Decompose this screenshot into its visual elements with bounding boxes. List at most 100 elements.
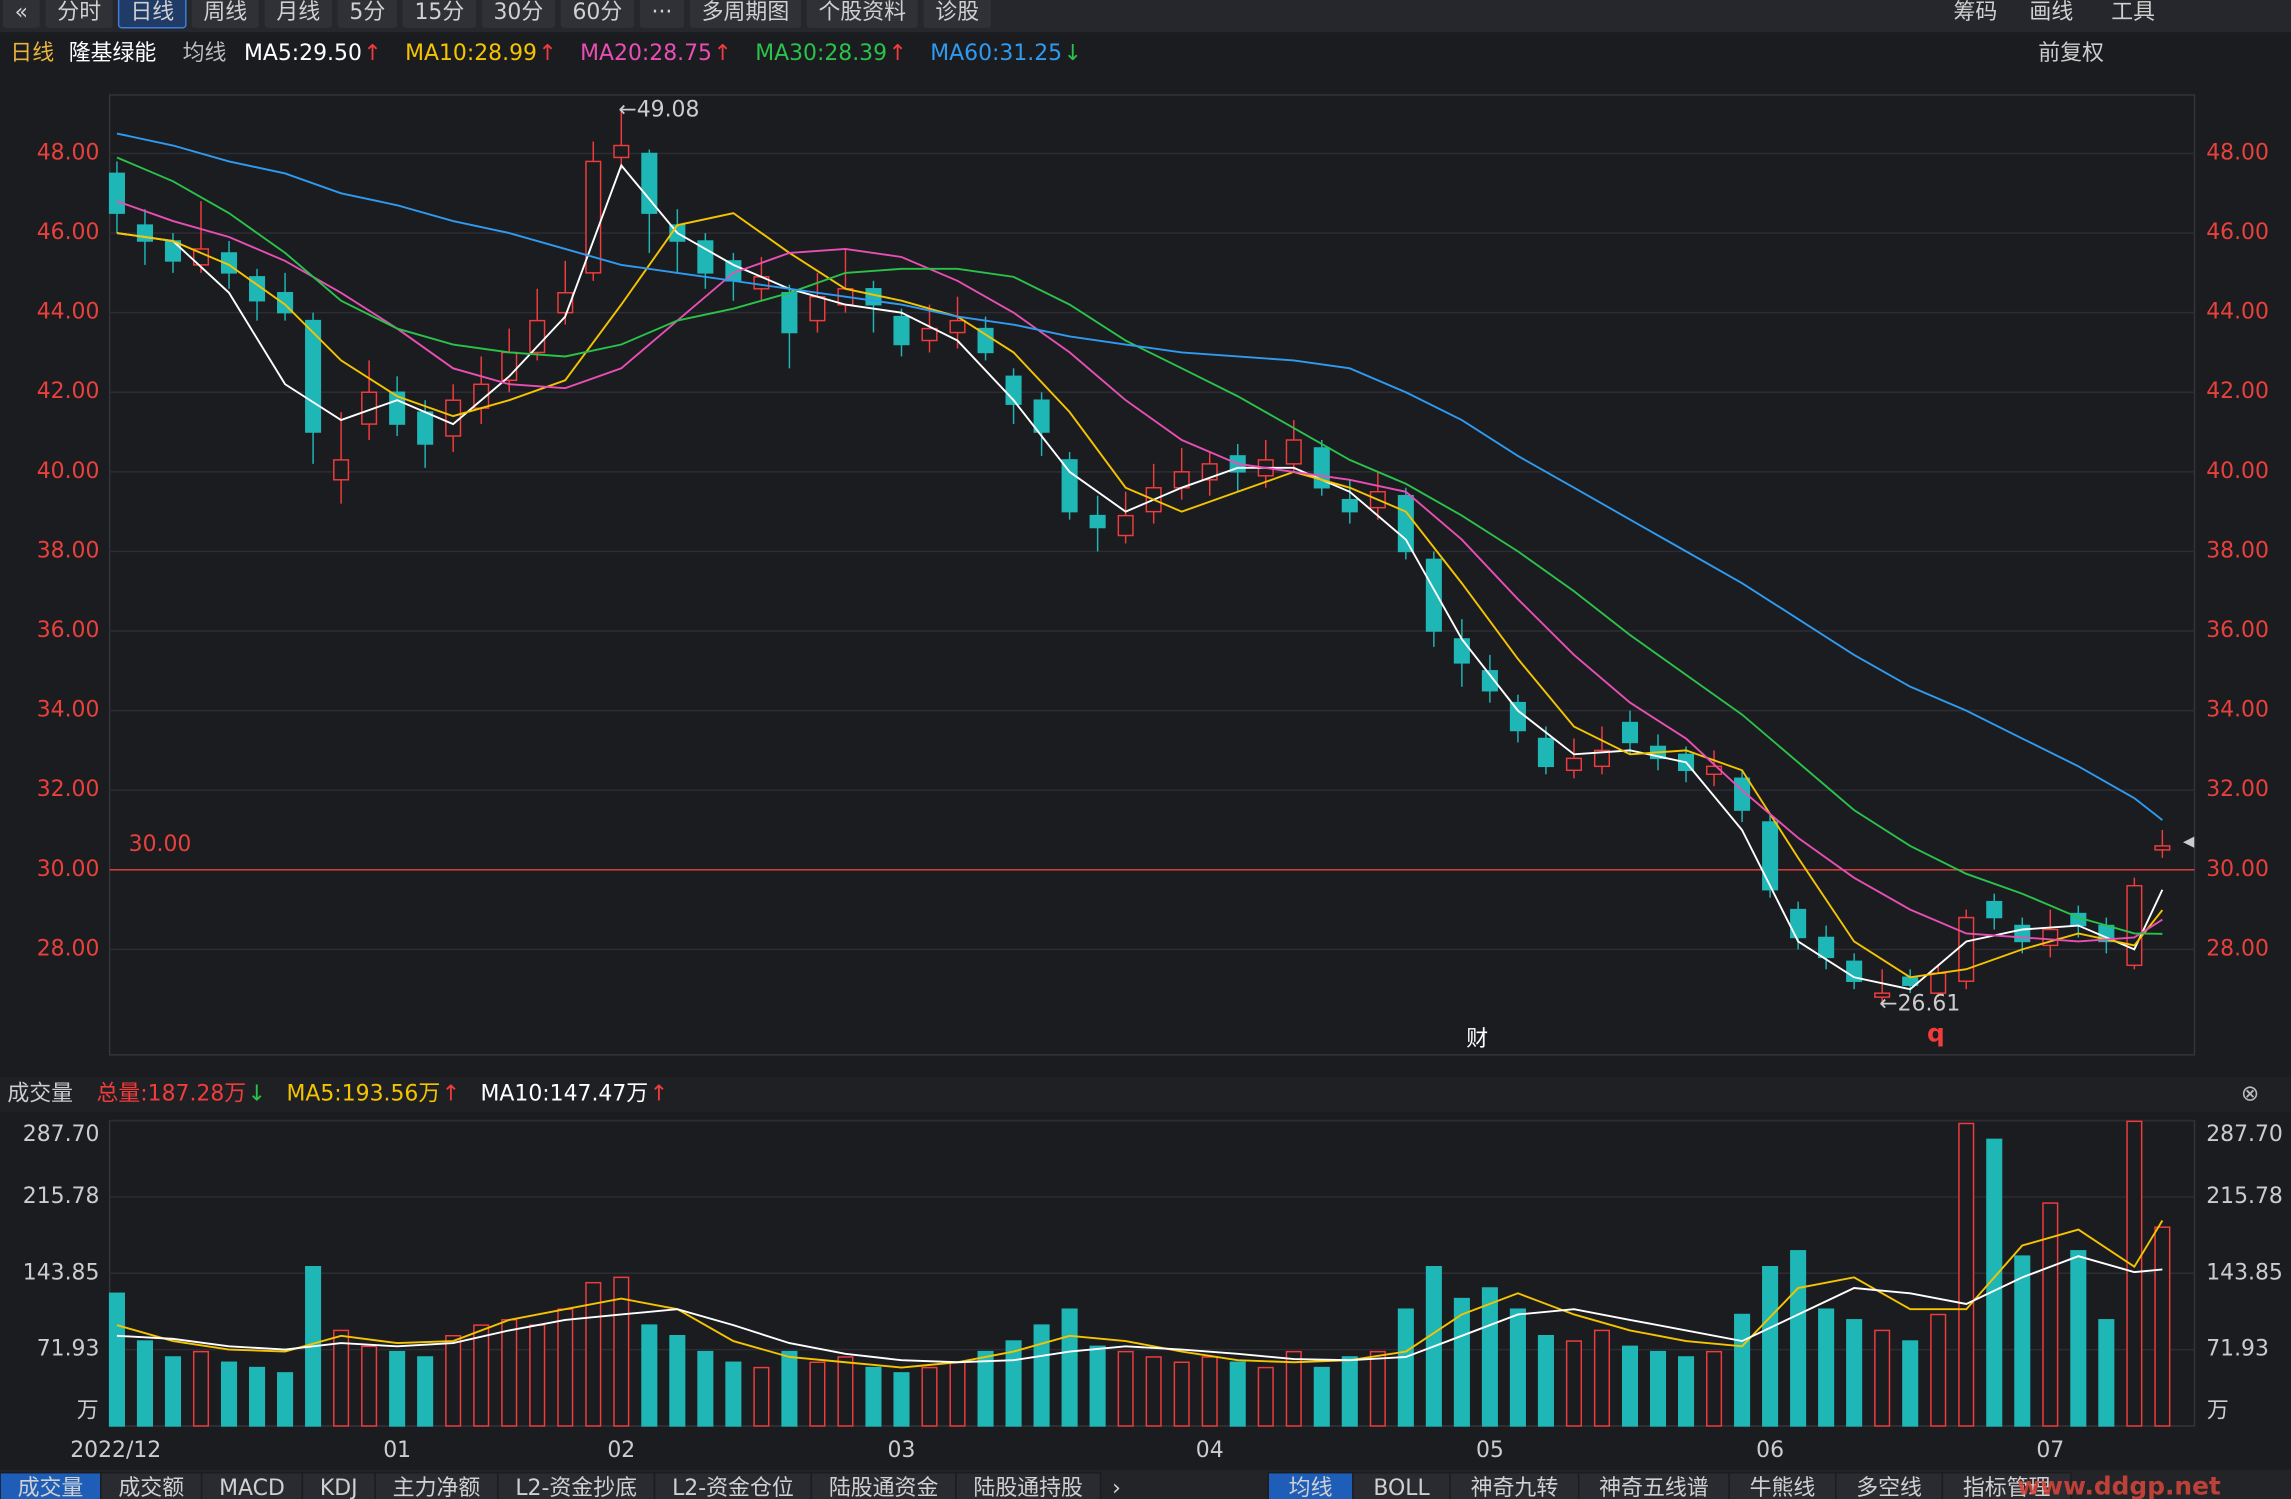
- toolbar-button[interactable]: 30分: [493, 0, 543, 25]
- volume-bar: [1734, 1313, 1751, 1427]
- legend-text: 日线: [10, 41, 54, 66]
- tab[interactable]: L2-资金抄底: [515, 1476, 637, 1499]
- candle-body: [1762, 821, 1779, 891]
- toolbar-button[interactable]: 分时: [57, 0, 101, 25]
- tab-arrow[interactable]: ›: [1112, 1476, 1121, 1499]
- candle-body: [1509, 701, 1526, 732]
- ma-line: [116, 200, 2163, 943]
- candle-body: [781, 292, 798, 334]
- volume-bar: [641, 1324, 658, 1427]
- x-tick-label: 05: [1476, 1438, 1504, 1463]
- volume-bar: [361, 1345, 378, 1427]
- y-tick-label-right: 38.00: [2206, 538, 2269, 563]
- toolbar-button[interactable]: 周线: [203, 0, 247, 25]
- toolbar-button[interactable]: 个股资料: [818, 0, 906, 25]
- legend-text: MA20:28.75: [580, 41, 712, 66]
- y-tick-label-right: 40.00: [2206, 459, 2269, 484]
- volume-bar: [2154, 1226, 2171, 1427]
- y-tick-label: 36.00: [37, 618, 100, 643]
- ma-line: [116, 1220, 2164, 1369]
- toolbar-button-bg[interactable]: [191, 0, 259, 28]
- volume-bar: [1257, 1366, 1274, 1427]
- tab[interactable]: 牛熊线: [1750, 1476, 1816, 1499]
- tab-bg[interactable]: [497, 1471, 656, 1499]
- toolbar-button-bg[interactable]: [923, 0, 991, 28]
- tab[interactable]: BOLL: [1373, 1476, 1430, 1499]
- toolbar-button-bg[interactable]: [45, 0, 113, 28]
- y-tick-label-right: 42.00: [2206, 379, 2269, 404]
- volume-legend: MA5:193.56万: [286, 1081, 440, 1106]
- toolbar-button[interactable]: «: [15, 0, 28, 25]
- tab-bg[interactable]: [810, 1471, 957, 1499]
- candle-body: [2042, 928, 2059, 947]
- y-tick-label-right: 143.85: [2206, 1260, 2283, 1285]
- toolbar-button[interactable]: 15分: [414, 0, 464, 25]
- volume-bar: [108, 1292, 125, 1427]
- tab-bg[interactable]: [1352, 1471, 1451, 1499]
- toolbar-button-bg[interactable]: [481, 0, 555, 28]
- x-tick-label: 07: [2036, 1438, 2064, 1463]
- tab-bg[interactable]: [1449, 1471, 1580, 1499]
- toolbar-button[interactable]: ···: [652, 0, 673, 25]
- toolbar-button-bg[interactable]: [689, 0, 801, 28]
- candle-body: [529, 319, 546, 354]
- tab[interactable]: 神奇九转: [1471, 1476, 1559, 1499]
- tab[interactable]: MACD: [219, 1476, 285, 1499]
- close-icon[interactable]: ⊗: [2241, 1081, 2259, 1106]
- toolbar-button-bg[interactable]: [117, 0, 187, 29]
- y-tick-label: 30.00: [37, 857, 100, 882]
- tab[interactable]: 成交额: [118, 1476, 184, 1499]
- toolbar-button[interactable]: 诊股: [935, 0, 979, 25]
- toolbar-button[interactable]: 日线: [130, 0, 174, 25]
- volume-bar: [697, 1350, 714, 1427]
- volume-bar: [249, 1366, 266, 1427]
- toolbar-button-bg[interactable]: [560, 0, 634, 28]
- tab-bg[interactable]: [1941, 1471, 2072, 1499]
- toolbar-button-bg[interactable]: [639, 0, 685, 28]
- unit-label: 万: [77, 1398, 99, 1423]
- toolbar-button-bg[interactable]: [806, 0, 918, 28]
- volume-bar: [1453, 1297, 1470, 1427]
- tab[interactable]: 多空线: [1856, 1476, 1922, 1499]
- candle-body: [1930, 972, 1947, 994]
- toolbar-button-bg[interactable]: [264, 0, 332, 28]
- candle-body: [613, 144, 630, 159]
- tab[interactable]: 神奇五线谱: [1599, 1476, 1709, 1499]
- toolbar-right-button[interactable]: 画线: [2029, 0, 2073, 25]
- tab[interactable]: L2-资金仓位: [672, 1476, 794, 1499]
- legend-text: MA5:29.50: [244, 41, 362, 66]
- legend-text: MA30:28.39: [755, 41, 887, 66]
- tab[interactable]: 陆股通持股: [973, 1476, 1083, 1499]
- toolbar-button[interactable]: 多周期图: [702, 0, 790, 25]
- volume-bar: [865, 1366, 882, 1427]
- toolbar-button[interactable]: 60分: [573, 0, 623, 25]
- tab[interactable]: 均线: [1289, 1476, 1333, 1499]
- legend-text: MA60:31.25: [930, 41, 1062, 66]
- tab-bg[interactable]: [1577, 1471, 1730, 1499]
- tab-bg[interactable]: [374, 1471, 499, 1499]
- volume-bar: [1089, 1345, 1106, 1427]
- tab[interactable]: 主力净额: [393, 1476, 481, 1499]
- candle-body: [1958, 916, 1975, 982]
- toolbar-right-button[interactable]: 工具: [2111, 0, 2155, 25]
- tab[interactable]: KDJ: [320, 1476, 358, 1499]
- finance-marker[interactable]: 财: [1466, 1027, 1488, 1052]
- tab[interactable]: 成交量: [18, 1476, 84, 1499]
- toolbar-button-bg[interactable]: [402, 0, 476, 28]
- tab[interactable]: 陆股通资金: [829, 1476, 939, 1499]
- y-tick-label-right: 44.00: [2206, 300, 2269, 325]
- tab-bg[interactable]: [100, 1471, 203, 1499]
- volume-legend: ↓: [248, 1081, 266, 1106]
- toolbar-button[interactable]: 5分: [349, 0, 385, 25]
- toolbar-button-bg[interactable]: [337, 0, 397, 28]
- tab-bg[interactable]: [301, 1471, 376, 1499]
- toolbar-button[interactable]: 月线: [276, 0, 320, 25]
- adjust-mode[interactable]: 前复权: [2038, 41, 2104, 66]
- event-marker[interactable]: q: [1927, 1018, 1945, 1047]
- tab[interactable]: 指标管理: [1963, 1476, 2051, 1499]
- toolbar-right-button[interactable]: 筹码: [1953, 0, 1997, 25]
- tab-bg[interactable]: [955, 1471, 1102, 1499]
- price-panel: [108, 94, 2196, 1056]
- toolbar-button-bg[interactable]: [2, 0, 40, 28]
